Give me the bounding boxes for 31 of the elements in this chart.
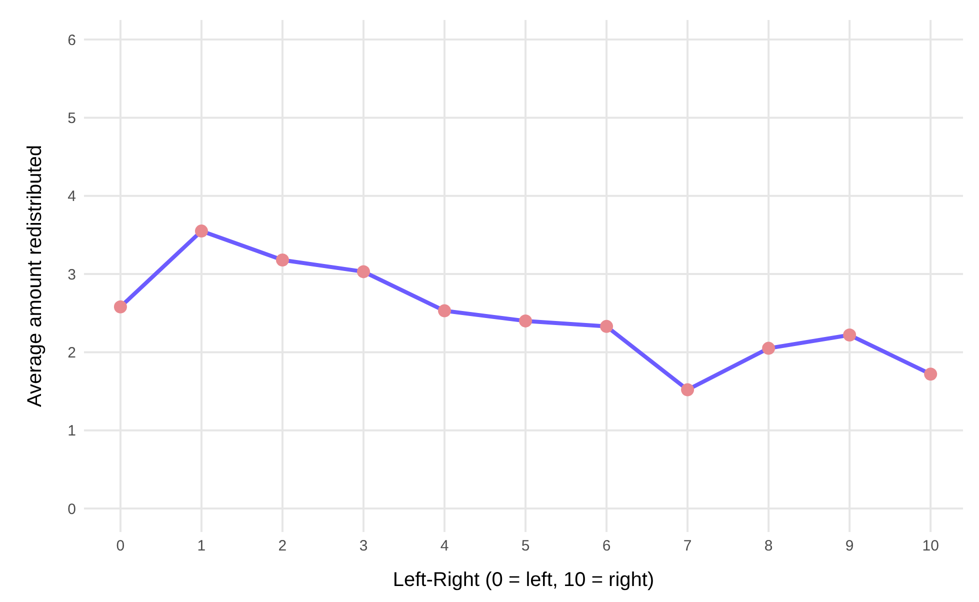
- point: [924, 368, 938, 381]
- point: [276, 253, 289, 266]
- x-tick-label: 9: [845, 538, 854, 555]
- x-tick-label: 6: [602, 538, 611, 555]
- y-tick-label: 3: [68, 266, 76, 284]
- x-tick-label: 8: [764, 538, 773, 555]
- point: [843, 328, 856, 342]
- y-tick-label: 0: [68, 500, 76, 518]
- x-tick-label: 7: [683, 538, 692, 555]
- point: [114, 300, 127, 314]
- point: [357, 265, 370, 278]
- point: [762, 342, 776, 355]
- y-axis-title: Average amount redistributed: [24, 144, 46, 408]
- y-tick-label: 5: [68, 110, 76, 128]
- point: [600, 320, 614, 333]
- y-tick-label: 2: [68, 344, 76, 362]
- x-tick-label: 3: [359, 538, 368, 555]
- y-tick-label: 4: [68, 188, 76, 206]
- x-axis-title: Left-Right (0 = left, 10 = right): [392, 569, 654, 591]
- x-tick-label: 2: [278, 538, 287, 555]
- x-tick-label: 10: [922, 538, 939, 555]
- point: [519, 314, 532, 328]
- point: [681, 383, 694, 396]
- y-tick-label: 6: [68, 32, 76, 49]
- x-tick-label: 0: [116, 538, 125, 555]
- y-tick-label: 1: [68, 422, 76, 440]
- x-tick-label: 1: [197, 538, 206, 555]
- x-tick-label: 5: [521, 538, 530, 555]
- point: [194, 224, 208, 238]
- x-tick-label: 4: [440, 538, 449, 555]
- point: [438, 304, 452, 318]
